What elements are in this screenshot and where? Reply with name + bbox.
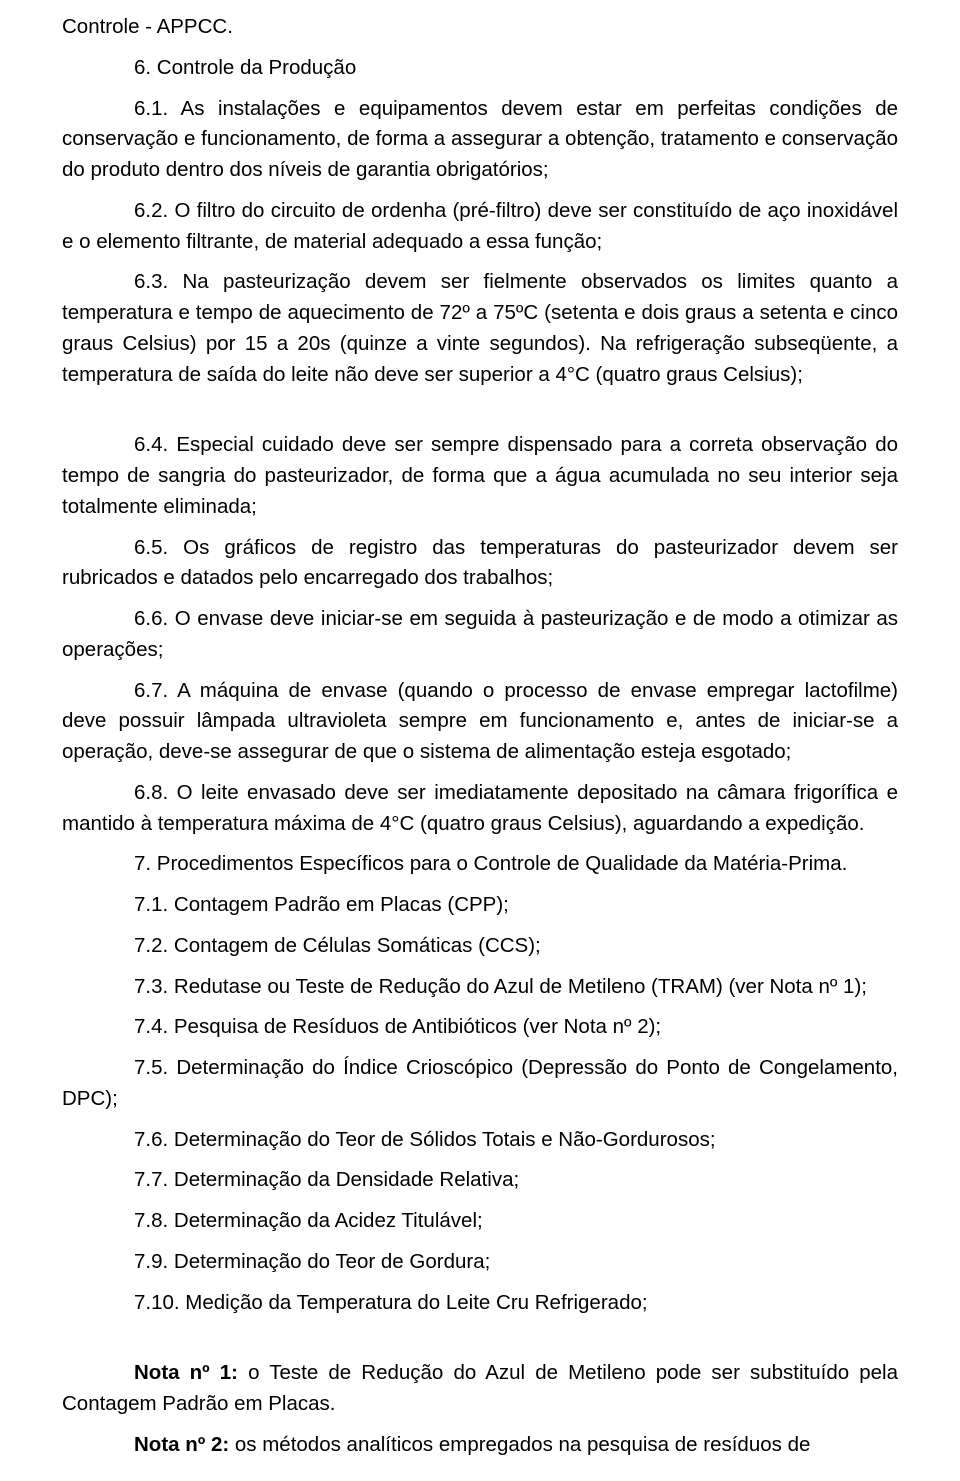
- nota-2-label: Nota nº 2:: [134, 1433, 229, 1456]
- para-7-8: 7.8. Determinação da Acidez Titulável;: [62, 1206, 898, 1237]
- para-6-6: 6.6. O envase deve iniciar-se em seguida…: [62, 604, 898, 666]
- nota-1-label: Nota nº 1:: [134, 1361, 238, 1384]
- paragraph: Controle - APPCC.: [62, 12, 898, 43]
- para-7-7: 7.7. Determinação da Densidade Relativa;: [62, 1165, 898, 1196]
- para-7-3: 7.3. Redutase ou Teste de Redução do Azu…: [62, 972, 898, 1003]
- para-7-1: 7.1. Contagem Padrão em Placas (CPP);: [62, 890, 898, 921]
- para-7-2: 7.2. Contagem de Células Somáticas (CCS)…: [62, 931, 898, 962]
- spacer: [62, 400, 898, 430]
- para-6-1: 6.1. As instalações e equipamentos devem…: [62, 94, 898, 186]
- nota-1: Nota nº 1: o Teste de Redução do Azul de…: [62, 1358, 898, 1420]
- para-7-9: 7.9. Determinação do Teor de Gordura;: [62, 1247, 898, 1278]
- para-6-4: 6.4. Especial cuidado deve ser sempre di…: [62, 430, 898, 522]
- para-6-8: 6.8. O leite envasado deve ser imediatam…: [62, 778, 898, 840]
- heading-7: 7. Procedimentos Específicos para o Cont…: [62, 849, 898, 880]
- nota-2: Nota nº 2: os métodos analíticos emprega…: [62, 1430, 898, 1461]
- nota-2-text: os métodos analíticos empregados na pesq…: [229, 1433, 810, 1456]
- heading-6: 6. Controle da Produção: [62, 53, 898, 84]
- spacer: [62, 1328, 898, 1358]
- para-6-2: 6.2. O filtro do circuito de ordenha (pr…: [62, 196, 898, 258]
- para-6-3: 6.3. Na pasteurização devem ser fielment…: [62, 267, 898, 390]
- para-7-10: 7.10. Medição da Temperatura do Leite Cr…: [62, 1288, 898, 1319]
- para-6-5: 6.5. Os gráficos de registro das tempera…: [62, 533, 898, 595]
- para-7-5: 7.5. Determinação do Índice Crioscópico …: [62, 1053, 898, 1115]
- para-6-7: 6.7. A máquina de envase (quando o proce…: [62, 676, 898, 768]
- para-7-6: 7.6. Determinação do Teor de Sólidos Tot…: [62, 1125, 898, 1156]
- para-7-4: 7.4. Pesquisa de Resíduos de Antibiótico…: [62, 1012, 898, 1043]
- document-page: Controle - APPCC. 6. Controle da Produçã…: [0, 0, 960, 1481]
